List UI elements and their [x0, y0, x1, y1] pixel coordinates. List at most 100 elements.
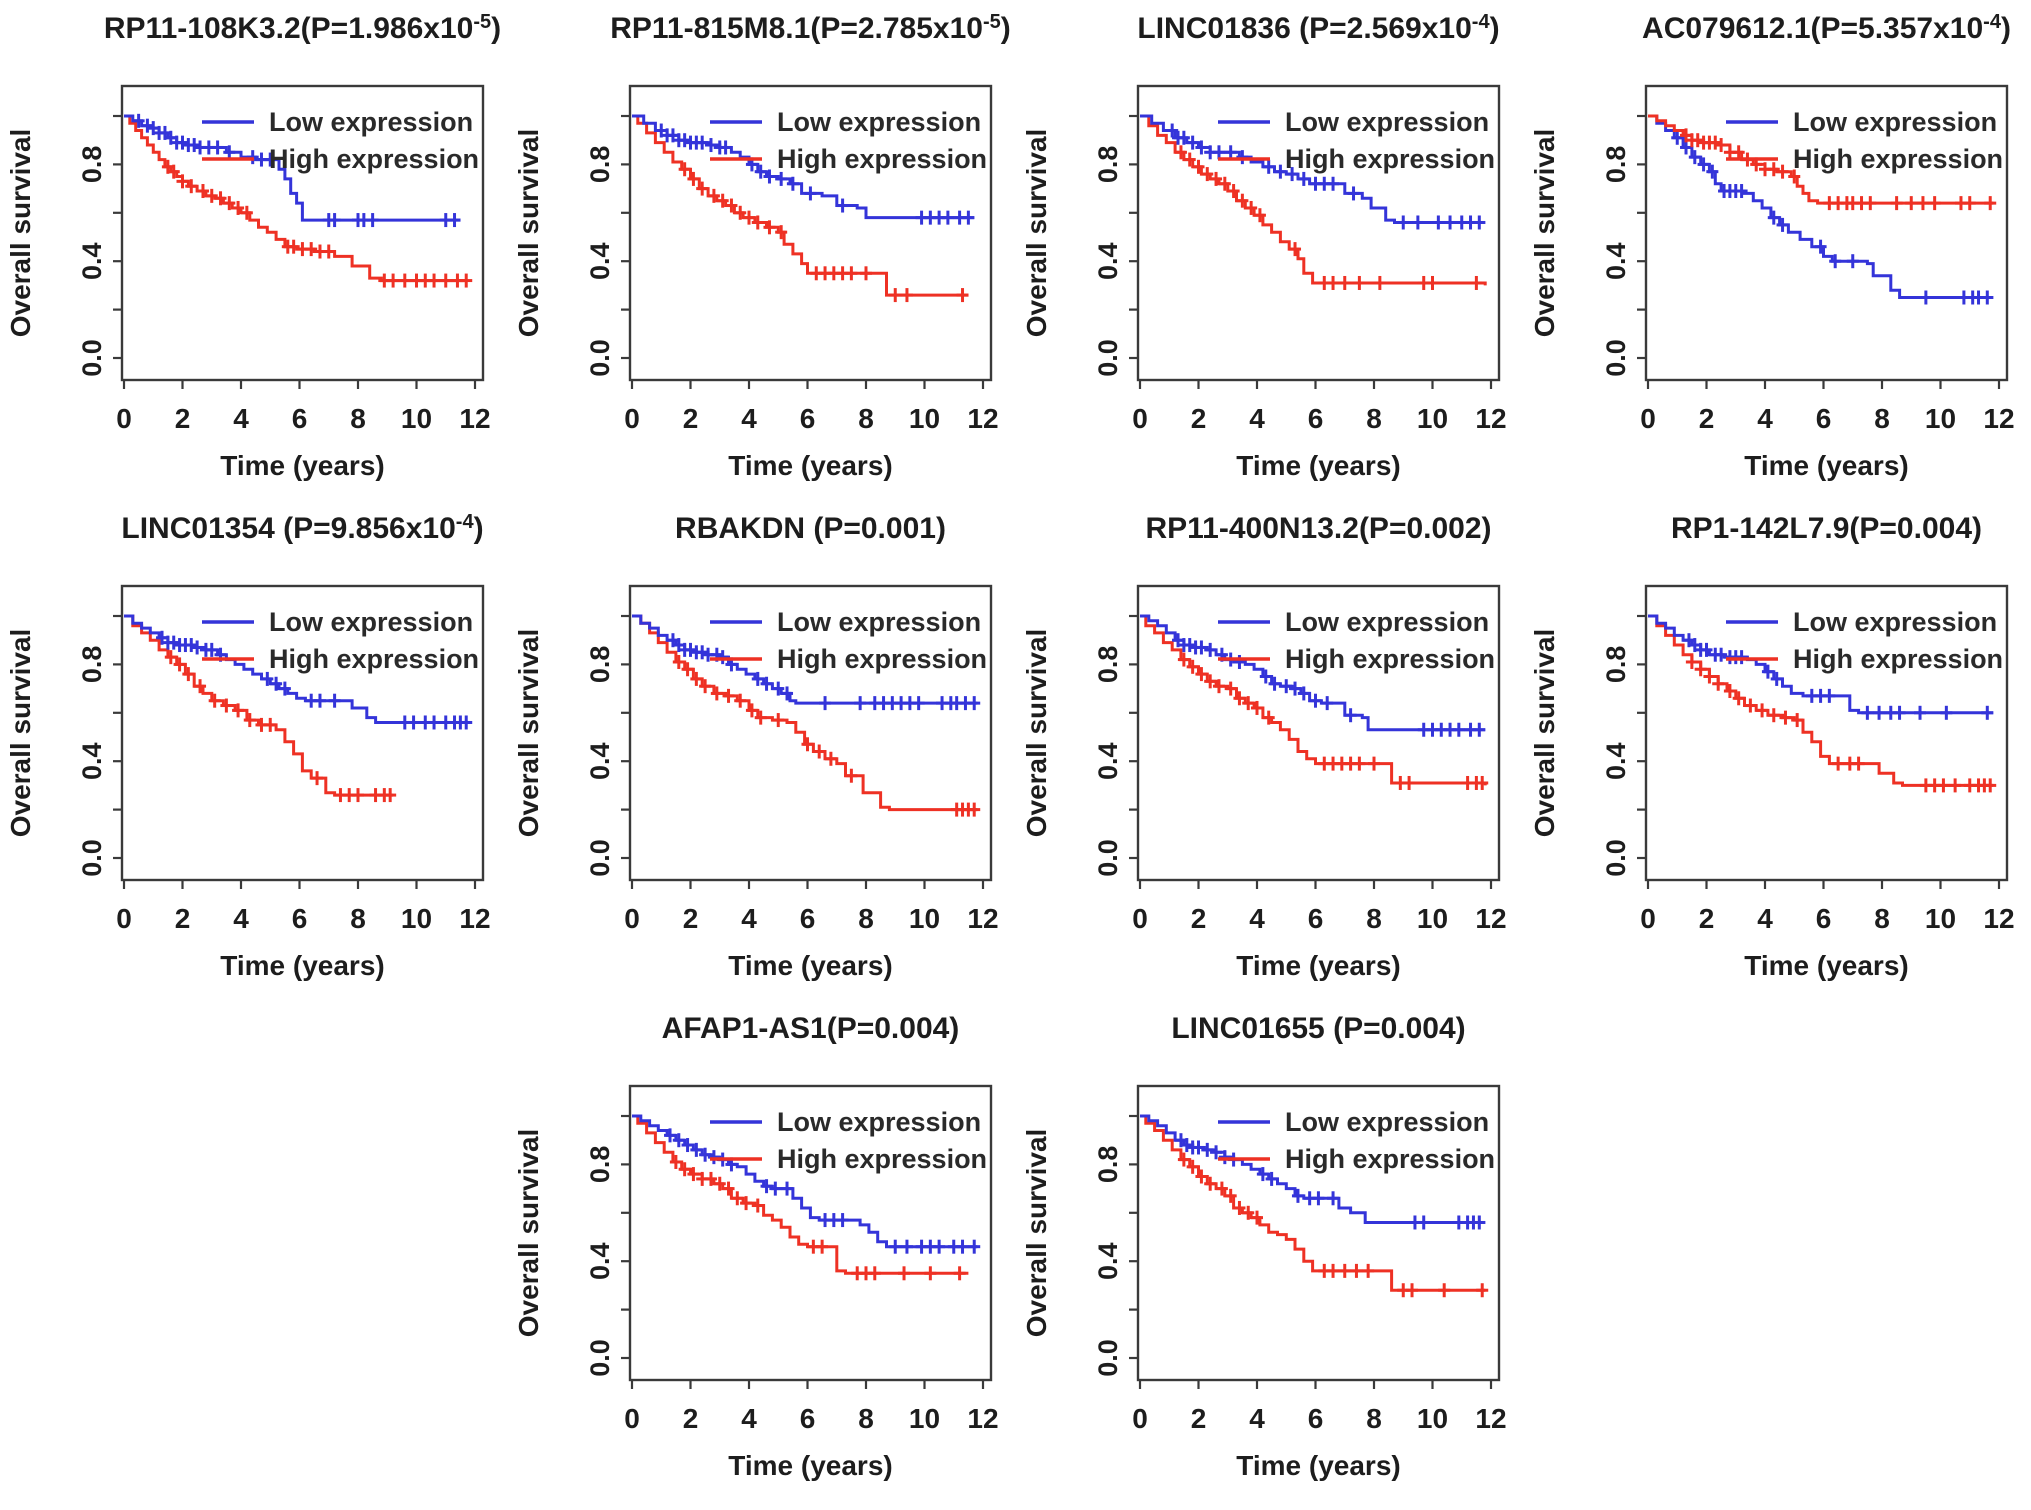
plot-box — [628, 1084, 993, 1382]
censor-marks-low — [1166, 123, 1486, 230]
y-tick-label: 0.4 — [585, 242, 615, 280]
x-tick-label: 12 — [1475, 1403, 1506, 1434]
y-axis-label: Overall survival — [5, 129, 36, 338]
y-tick-label: 0.0 — [77, 839, 107, 877]
x-tick-label: 4 — [741, 1403, 757, 1434]
x-tick-label: 0 — [1132, 903, 1148, 934]
censor-marks-high — [672, 654, 981, 817]
km-panel-RP1-142L7.9: RP1-142L7.9(P=0.004) 0.0 0.4 0.8 0 2 4 6 8 10 12 Ov… — [1524, 500, 2031, 1005]
plot-box — [120, 584, 485, 882]
km-panel-svg: RP1-142L7.9(P=0.004) 0.0 0.4 0.8 0 2 4 6 8 10 12 Ov… — [1529, 512, 2015, 981]
panel-title: LINC01836 (P=2.569x10-4) — [1137, 11, 1499, 45]
km-panel-svg: LINC01836 (P=2.569x10-4) 0.0 0.4 0.8 0 2 4 6 8 10… — [1021, 11, 1507, 481]
x-tick-label: 0 — [1640, 403, 1656, 434]
x-tick-label: 12 — [459, 903, 490, 934]
x-tick-label: 2 — [1699, 903, 1715, 934]
y-tick-label: 0.0 — [1601, 339, 1631, 377]
censor-marks-low — [1174, 1133, 1486, 1230]
km-panel-RP11-815M8.1: RP11-815M8.1(P=2.785x10-5) 0.0 0.4 0.8 0 2 4 6 8… — [508, 0, 1015, 505]
y-tick-label: 0.8 — [1093, 146, 1123, 184]
x-tick-label: 2 — [1191, 403, 1207, 434]
legend: Low expression High expression — [202, 607, 479, 674]
legend-high-label: High expression — [1793, 644, 2003, 674]
x-tick-label: 8 — [858, 903, 874, 934]
x-tick-label: 10 — [1925, 403, 1956, 434]
y-tick-label: 0.4 — [1093, 742, 1123, 780]
censor-marks-high — [1174, 145, 1483, 290]
y-axis-label: Overall survival — [1529, 129, 1560, 338]
plot-box — [1644, 584, 2009, 882]
y-axis-label: Overall survival — [5, 629, 36, 838]
y-tick-label: 0.0 — [585, 1339, 615, 1377]
x-tick-label: 4 — [233, 903, 249, 934]
x-tick-label: 4 — [1249, 1403, 1265, 1434]
legend-low-label: Low expression — [1285, 107, 1489, 137]
km-panel-svg: LINC01354 (P=9.856x10-4) 0.0 0.4 0.8 0 2 4 6 8 10… — [5, 511, 491, 981]
x-tick-label: 8 — [858, 403, 874, 434]
y-tick-label: 0.8 — [585, 1146, 615, 1184]
km-panel-LINC01836: LINC01836 (P=2.569x10-4) 0.0 0.4 0.8 0 2 4 6 8 10… — [1016, 0, 1523, 505]
x-tick-label: 10 — [401, 903, 432, 934]
x-tick-label: 6 — [292, 903, 308, 934]
plot-box — [1136, 584, 1501, 882]
x-tick-label: 0 — [624, 403, 640, 434]
plot-box — [628, 84, 993, 382]
x-tick-label: 10 — [909, 403, 940, 434]
km-panel-svg: RBAKDN (P=0.001) 0.0 0.4 0.8 0 2 4 6 8 10 12 Overal… — [513, 512, 999, 981]
panel-title: AFAP1-AS1(P=0.004) — [662, 1012, 960, 1045]
km-panel-svg: AC079612.1(P=5.357x10-4) 0.0 0.4 0.8 0 2 4 6 8 10… — [1529, 11, 2015, 481]
legend: Low expression High expression — [710, 607, 987, 674]
x-tick-label: 2 — [683, 1403, 699, 1434]
y-tick-label: 0.8 — [585, 646, 615, 684]
legend-low-label: Low expression — [1793, 607, 1997, 637]
panel-title: RP11-400N13.2(P=0.002) — [1145, 512, 1491, 545]
censor-marks-low — [1682, 633, 1994, 720]
legend-low-label: Low expression — [1285, 607, 1489, 637]
y-axis-label: Overall survival — [513, 129, 544, 338]
x-tick-label: 6 — [800, 403, 816, 434]
x-tick-label: 4 — [1249, 403, 1265, 434]
y-tick-label: 0.8 — [1093, 1146, 1123, 1184]
panel-title: RP1-142L7.9(P=0.004) — [1671, 512, 1982, 545]
km-panel-AFAP1-AS1: AFAP1-AS1(P=0.004) 0.0 0.4 0.8 0 2 4 6 8 10 12 Over… — [508, 1000, 1015, 1505]
x-tick-label: 2 — [1191, 1403, 1207, 1434]
legend-low-label: Low expression — [777, 1107, 981, 1137]
legend-low-label: Low expression — [269, 607, 473, 637]
x-axis-label: Time (years) — [728, 950, 892, 981]
x-tick-label: 6 — [1816, 903, 1832, 934]
y-tick-label: 0.4 — [77, 242, 107, 280]
y-axis-label: Overall survival — [1529, 629, 1560, 838]
x-tick-label: 8 — [1366, 903, 1382, 934]
censor-marks-high — [164, 650, 397, 803]
km-panel-LINC01655: LINC01655 (P=0.004) 0.0 0.4 0.8 0 2 4 6 8 10 12 Ove… — [1016, 1000, 1523, 1505]
y-axis-label: Overall survival — [1021, 129, 1052, 338]
high-expression-curve — [124, 614, 394, 797]
x-axis-label: Time (years) — [1236, 1450, 1400, 1481]
high-expression-curve — [1648, 114, 1994, 205]
x-tick-label: 0 — [116, 903, 132, 934]
x-tick-label: 6 — [1308, 1403, 1324, 1434]
x-tick-label: 12 — [1983, 903, 2014, 934]
x-tick-label: 6 — [800, 903, 816, 934]
y-tick-label: 0.4 — [1601, 742, 1631, 780]
y-tick-label: 0.8 — [585, 146, 615, 184]
x-tick-label: 2 — [175, 403, 191, 434]
y-tick-label: 0.4 — [585, 1242, 615, 1280]
km-panel-svg: RP11-815M8.1(P=2.785x10-5) 0.0 0.4 0.8 0 2 4 6 8… — [513, 11, 1011, 481]
legend: Low expression High expression — [1218, 607, 1495, 674]
x-tick-label: 12 — [459, 403, 490, 434]
censor-marks-high — [1177, 652, 1489, 790]
legend-high-label: High expression — [1285, 644, 1495, 674]
x-tick-label: 2 — [1699, 403, 1715, 434]
x-tick-label: 4 — [741, 403, 757, 434]
panel-title: RP11-108K3.2(P=1.986x10-5) — [104, 11, 501, 45]
legend-high-label: High expression — [1793, 144, 2003, 174]
panel-title: AC079612.1(P=5.357x10-4) — [1642, 11, 2011, 45]
censor-marks-high — [1177, 1152, 1489, 1298]
censor-marks-high — [161, 159, 473, 288]
panel-title: LINC01354 (P=9.856x10-4) — [121, 511, 483, 545]
x-tick-label: 12 — [967, 403, 998, 434]
x-tick-label: 6 — [1816, 403, 1832, 434]
high-expression-curve — [632, 114, 969, 297]
km-panel-svg: LINC01655 (P=0.004) 0.0 0.4 0.8 0 2 4 6 8 10 12 Ove… — [1021, 1012, 1507, 1481]
